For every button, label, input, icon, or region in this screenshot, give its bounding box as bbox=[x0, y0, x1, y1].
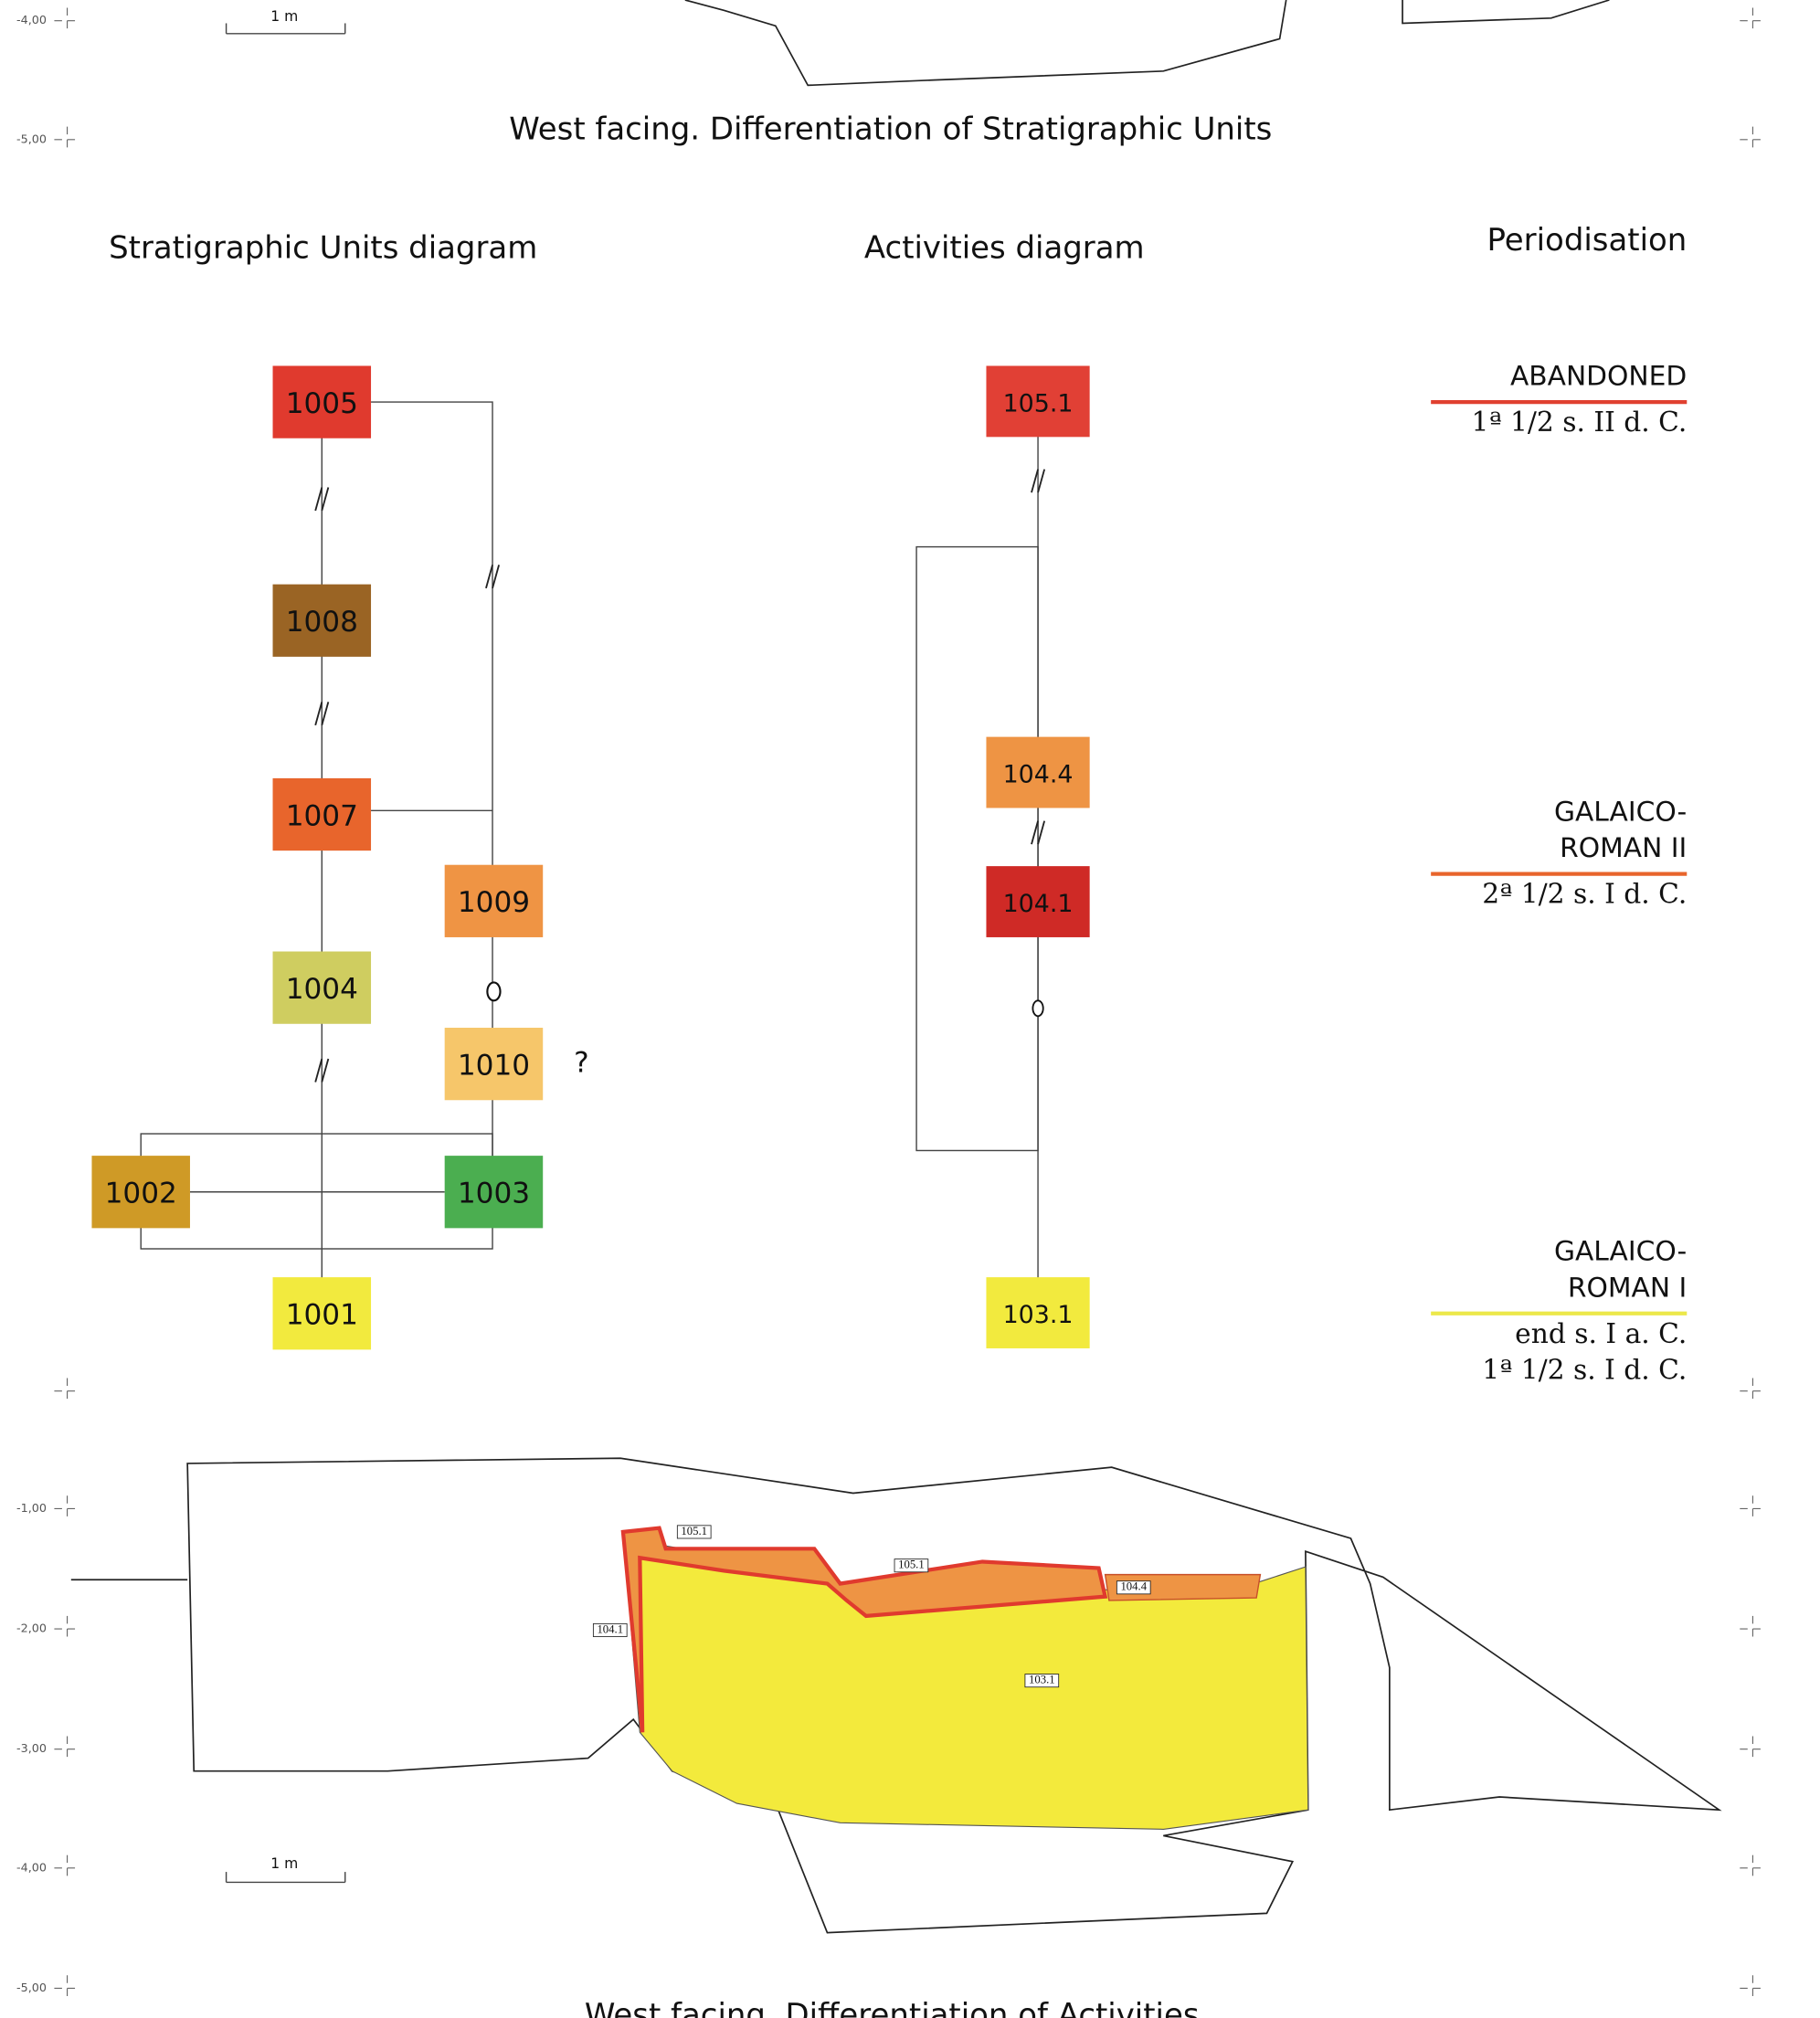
heading: Activities diagram bbox=[864, 230, 1145, 267]
su-box bbox=[272, 365, 372, 438]
activity-label: 104.1 bbox=[1003, 890, 1074, 918]
activity-box bbox=[986, 866, 1090, 937]
su-label: 1004 bbox=[286, 973, 358, 1006]
scale-label: 1 m bbox=[270, 1855, 298, 1872]
su-label: 1010 bbox=[458, 1049, 530, 1082]
tag-box bbox=[894, 1558, 929, 1573]
period-name: GALAICO- bbox=[1554, 1236, 1687, 1268]
tag-box bbox=[1116, 1580, 1151, 1595]
heading: Periodisation bbox=[1487, 222, 1688, 259]
drawing-tag: 105.1 bbox=[681, 1525, 707, 1537]
tag-box bbox=[592, 1622, 628, 1637]
su-connectors bbox=[140, 401, 502, 1314]
su-label: 1008 bbox=[286, 606, 358, 639]
su-label: 1007 bbox=[286, 799, 358, 832]
su-box bbox=[272, 584, 372, 657]
elevation: -3,00 bbox=[16, 1742, 47, 1756]
su-label: 1005 bbox=[286, 387, 358, 420]
period-name: ROMAN I bbox=[1568, 1272, 1687, 1304]
su-label: 1003 bbox=[458, 1178, 530, 1210]
activity-box bbox=[986, 736, 1090, 808]
su-note: ? bbox=[574, 1047, 589, 1080]
elevation: -5,00 bbox=[16, 132, 47, 146]
activity-label: 103.1 bbox=[1003, 1301, 1074, 1329]
su-box bbox=[444, 1028, 544, 1101]
period-name: GALAICO- bbox=[1554, 797, 1687, 829]
su-box bbox=[272, 951, 372, 1024]
period-dates: 1ª 1/2 s. I d. C. bbox=[1482, 1354, 1687, 1386]
su-box bbox=[91, 1156, 190, 1229]
elevation: -1,00 bbox=[16, 1502, 47, 1516]
period-dates: end s. I a. C. bbox=[1515, 1318, 1687, 1350]
heading: Stratigraphic Units diagram bbox=[109, 230, 537, 267]
drawing-tag: 105.1 bbox=[898, 1558, 925, 1571]
elevation: -4,00 bbox=[16, 14, 47, 27]
su-label: 1002 bbox=[105, 1178, 177, 1210]
su-box bbox=[444, 1156, 544, 1229]
su-box bbox=[272, 777, 372, 851]
elevation: -2,00 bbox=[16, 1622, 47, 1636]
activity-connectors bbox=[915, 402, 1046, 1314]
su-box bbox=[444, 864, 544, 937]
period-dates: 1ª 1/2 s. II d. C. bbox=[1472, 407, 1688, 438]
su-label: 1001 bbox=[286, 1299, 358, 1332]
drawing-tag: 104.4 bbox=[1120, 1580, 1147, 1593]
elevation: -4,00 bbox=[16, 1861, 47, 1875]
drawing-tag: 104.1 bbox=[597, 1622, 623, 1635]
caption: West facing. Differentiation of Stratigr… bbox=[509, 111, 1272, 147]
su-box bbox=[272, 1277, 372, 1350]
caption: West facing. Differentiation of Activiti… bbox=[585, 1997, 1200, 2018]
drawing-tag: 103.1 bbox=[1029, 1674, 1055, 1686]
section-drawing bbox=[70, 1457, 1722, 1934]
period-dates: 2ª 1/2 s. I d. C. bbox=[1482, 879, 1687, 911]
activity-label: 104.4 bbox=[1003, 761, 1074, 789]
su-label: 1009 bbox=[458, 886, 530, 919]
period-name: ABANDONED bbox=[1510, 361, 1687, 393]
period-name: ROMAN II bbox=[1560, 832, 1687, 864]
elevation: -5,00 bbox=[16, 1981, 47, 1995]
scale-label: 1 m bbox=[270, 8, 298, 25]
top-drawing bbox=[225, 0, 1610, 87]
tag-box bbox=[1024, 1674, 1060, 1688]
activity-label: 105.1 bbox=[1003, 389, 1074, 417]
activity-box bbox=[986, 1277, 1090, 1348]
tag-box bbox=[676, 1525, 712, 1539]
activity-box bbox=[986, 365, 1090, 438]
